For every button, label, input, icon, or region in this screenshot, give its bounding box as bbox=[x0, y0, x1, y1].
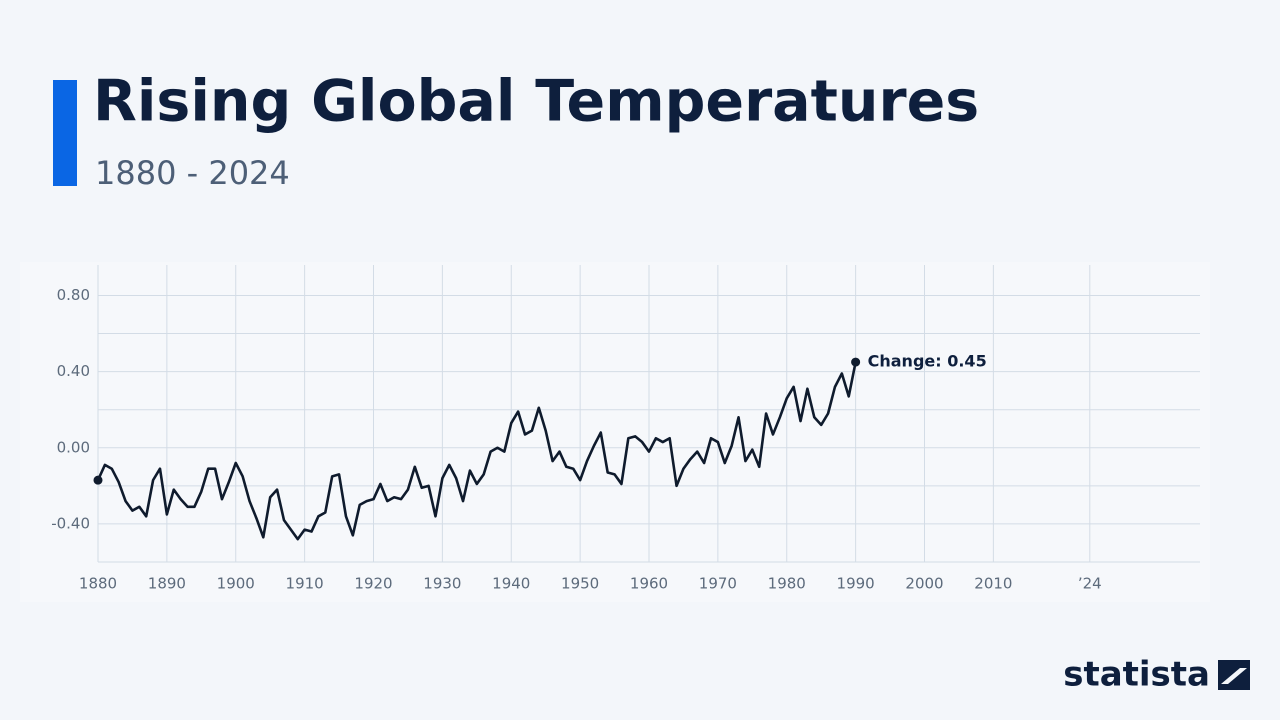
y-tick-label: -0.40 bbox=[51, 514, 90, 532]
annotation: Change: 0.45 bbox=[868, 352, 987, 371]
x-tick-label: 1920 bbox=[354, 575, 392, 593]
x-tick-label: 1990 bbox=[837, 575, 875, 593]
logo-text: statista bbox=[1063, 655, 1210, 695]
x-tick-label: 1980 bbox=[768, 575, 806, 593]
x-tick-label: 1900 bbox=[217, 575, 255, 593]
x-tick-label: 2000 bbox=[905, 575, 943, 593]
plot-background bbox=[20, 262, 1210, 602]
y-tick-label: 0.40 bbox=[57, 362, 90, 380]
logo-icon bbox=[1218, 660, 1250, 690]
plot: 0.80 0.40 0.00 -0.40 1880 1890 1900 1910 1920 193… bbox=[51, 265, 1200, 593]
chart-subtitle: 1880 - 2024 bbox=[95, 154, 290, 192]
x-tick-label: 1950 bbox=[561, 575, 599, 593]
chart-title: Rising Global Temperatures bbox=[93, 69, 979, 135]
x-tick-label: 1940 bbox=[492, 575, 530, 593]
x-tick-label: 1880 bbox=[79, 575, 117, 593]
end-marker bbox=[851, 357, 861, 367]
x-tick-label: 1970 bbox=[699, 575, 737, 593]
x-tick-label: 1960 bbox=[630, 575, 668, 593]
line-series bbox=[96, 361, 857, 541]
y-tick-label: 0.00 bbox=[57, 438, 90, 456]
y-tick-label: 0.80 bbox=[57, 286, 90, 304]
x-tick-label: ’24 bbox=[1078, 575, 1102, 593]
x-tick-label: 1930 bbox=[423, 575, 461, 593]
x-tick-label: 1910 bbox=[286, 575, 324, 593]
x-tick-label: 1890 bbox=[148, 575, 186, 593]
end-marker bbox=[93, 475, 103, 485]
title-accent bbox=[53, 80, 77, 186]
x-tick-label: 2010 bbox=[974, 575, 1012, 593]
